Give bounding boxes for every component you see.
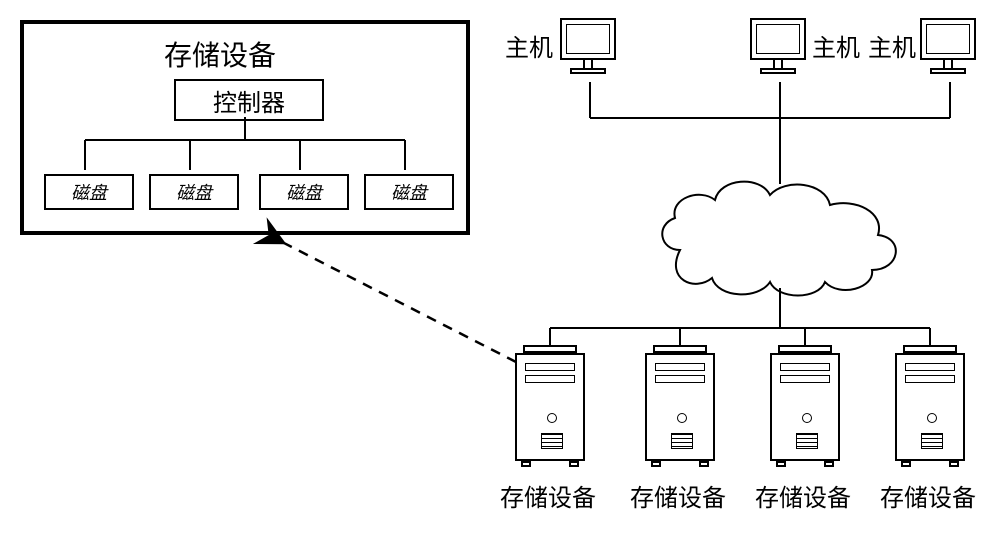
server-label: 存储设备: [500, 478, 596, 513]
host-label: 主机: [868, 28, 916, 63]
server-label: 存储设备: [880, 478, 976, 513]
diagram-canvas: 存储设备 控制器 磁盘 磁盘 磁盘 磁盘 主机 主机 主机 连接设备: [0, 0, 1000, 534]
disk-box: 磁盘: [259, 174, 349, 210]
host-label: 主机: [505, 28, 553, 63]
dashed-arrow: [282, 242, 516, 362]
controller-label: 控制器: [213, 83, 285, 118]
server-label: 存储设备: [755, 478, 851, 513]
disk-label: 磁盘: [71, 179, 107, 205]
disk-label: 磁盘: [391, 179, 427, 205]
host-icon: [920, 18, 976, 74]
disk-label: 磁盘: [176, 179, 212, 205]
host-icon: [560, 18, 616, 74]
controller-box: 控制器: [174, 79, 324, 121]
disk-box: 磁盘: [44, 174, 134, 210]
host-label: 主机: [812, 28, 860, 63]
storage-detail-frame: 存储设备 控制器 磁盘 磁盘 磁盘 磁盘: [20, 20, 470, 235]
disk-label: 磁盘: [286, 179, 322, 205]
cloud-label: 连接设备: [728, 222, 832, 259]
server-icon: [645, 345, 715, 461]
disk-box: 磁盘: [364, 174, 454, 210]
host-icon: [750, 18, 806, 74]
disk-box: 磁盘: [149, 174, 239, 210]
server-label: 存储设备: [630, 478, 726, 513]
server-icon: [895, 345, 965, 461]
server-icon: [770, 345, 840, 461]
storage-detail-title: 存储设备: [164, 34, 276, 74]
server-icon: [515, 345, 585, 461]
